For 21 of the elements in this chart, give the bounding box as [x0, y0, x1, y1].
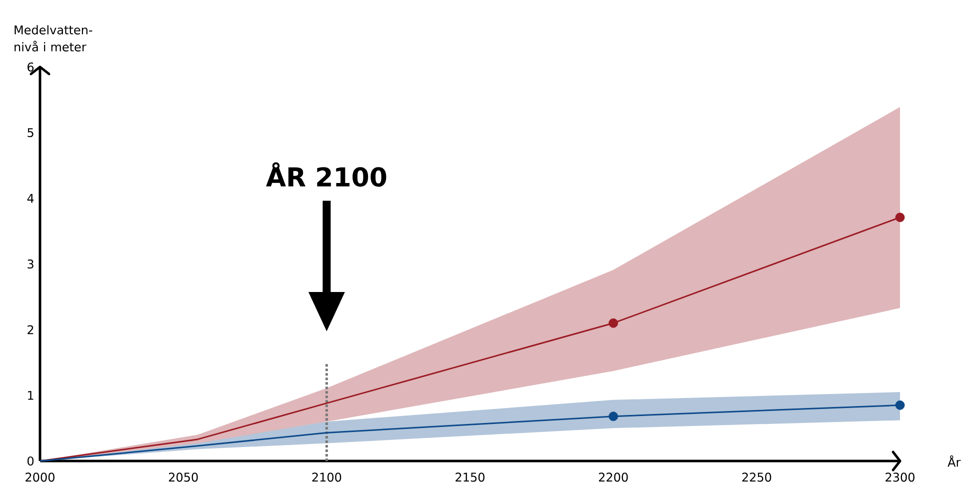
- point: [895, 212, 905, 222]
- y-tick-label: 6: [28, 62, 34, 72]
- x-tick-label: 2000: [26, 472, 54, 482]
- y-tick-label: 1: [28, 390, 34, 400]
- x-axis-title: År: [948, 455, 961, 467]
- point: [895, 400, 905, 410]
- point: [608, 318, 618, 328]
- point: [608, 412, 618, 422]
- x-tick-label: 2150: [456, 472, 484, 482]
- y-tick-label: 0: [28, 456, 34, 466]
- x-tick-label: 2100: [312, 472, 342, 482]
- x-tick-label: 2200: [598, 472, 628, 482]
- x-tick-label: 2250: [742, 472, 772, 482]
- y-tick-label: 2: [28, 325, 34, 334]
- x-tick-label: 2050: [168, 472, 198, 482]
- y-tick-label: 5: [28, 128, 34, 138]
- x-tick-label: 2300: [886, 472, 914, 482]
- y-tick-label: 4: [27, 194, 34, 203]
- y-tick-label: 3: [28, 259, 34, 269]
- y-axis-title: Medelvatten-nivå i meter: [14, 25, 92, 52]
- annotation: ÅR 2100: [266, 162, 386, 187]
